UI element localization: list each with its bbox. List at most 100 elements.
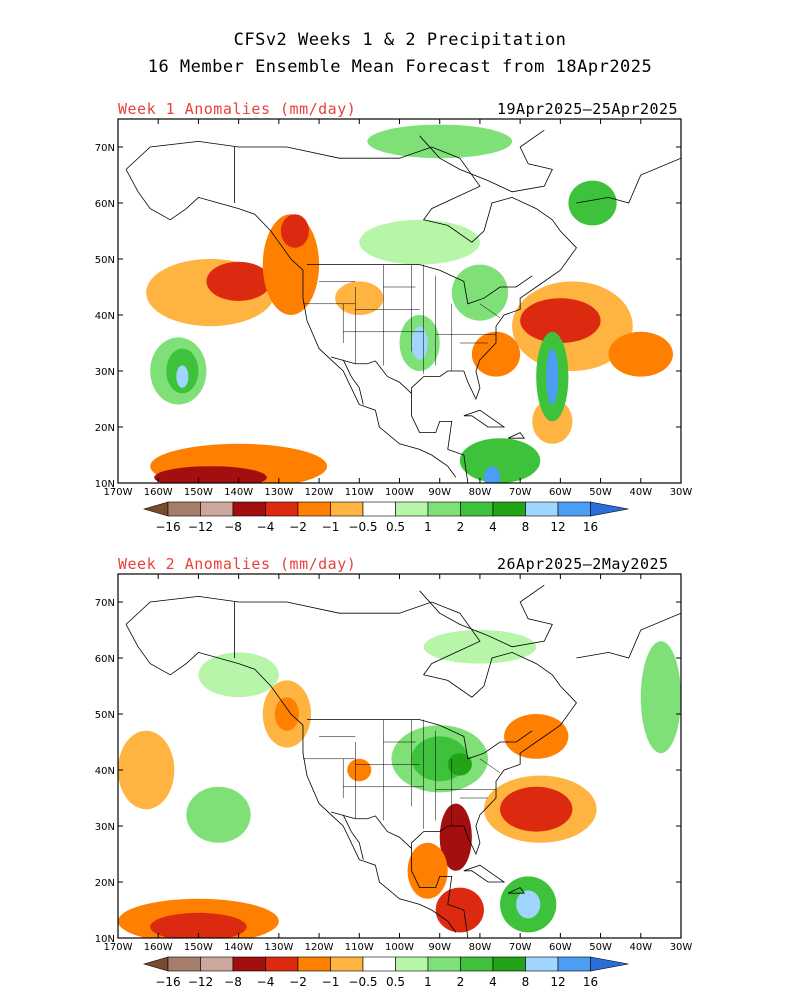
week1-x-tick-label: 100W <box>385 487 414 498</box>
coastline <box>463 864 506 883</box>
colorbar-label: 12 <box>550 975 565 989</box>
week2-x-tick-label: 170W <box>104 942 133 953</box>
coastline <box>342 359 364 405</box>
week1-x-tick-label: 140W <box>224 487 253 498</box>
colorbar-label: −8 <box>224 520 242 534</box>
week1-y-tick-label: 20N <box>95 423 115 434</box>
colorbar-swatch <box>297 501 331 517</box>
colorbar-swatch <box>167 501 201 517</box>
week2-colorbar: −16 −12 −8 −4 −2 −1 −0.5 0.5 1 2 4 8 12 16 <box>142 956 629 989</box>
colorbar-label: −12 <box>188 975 213 989</box>
week1-x-tick-label: 40W <box>629 487 652 498</box>
colorbar-label: 4 <box>489 975 497 989</box>
colorbar-label: −0.5 <box>348 975 377 989</box>
colorbar-label: −16 <box>155 520 180 534</box>
week1-x-tick-label: 130W <box>264 487 293 498</box>
colorbar-label: −4 <box>257 520 275 534</box>
week2-x-tick-label: 110W <box>345 942 374 953</box>
week1-x-tick-label: 80W <box>469 487 492 498</box>
week2-anomaly-region-3 <box>274 697 299 731</box>
week1-anomaly-region-1 <box>206 261 271 301</box>
colorbar-label: 2 <box>457 975 465 989</box>
colorbar-swatch <box>427 501 461 517</box>
colorbar-swatch <box>460 501 494 517</box>
week2-x-tick-label: 100W <box>385 942 414 953</box>
colorbar-label: −0.5 <box>348 520 377 534</box>
colorbar-swatch <box>265 501 299 517</box>
colorbar-swatch <box>525 501 559 517</box>
week2-x-tick-label: 140W <box>224 942 253 953</box>
week2-anomaly-region-11 <box>347 758 372 782</box>
week2-anomaly-region-9 <box>435 887 484 933</box>
colorbar-label: −12 <box>188 520 213 534</box>
week2-anomaly-region-18 <box>516 890 541 919</box>
week1-anomaly-region-22 <box>568 180 617 226</box>
colorbar-label: 1 <box>424 975 432 989</box>
colorbar-label: −1 <box>322 975 340 989</box>
colorbar-label: 0.5 <box>386 520 405 534</box>
week1-anomaly-region-23 <box>359 219 480 265</box>
coastline <box>342 814 364 860</box>
week2-y-tick-label: 40N <box>95 766 115 777</box>
week1-anomaly-region-17 <box>451 264 509 321</box>
week1-anomaly-region-4 <box>335 281 384 316</box>
week1-map-outlines <box>125 119 681 483</box>
week2-anomaly-region-14 <box>447 753 472 776</box>
week1-x-tick-label: 60W <box>549 487 572 498</box>
week1-x-tick-label: 160W <box>144 487 173 498</box>
colorbar-swatch <box>557 501 591 517</box>
coastline <box>307 264 533 305</box>
colorbar-swatch <box>232 501 266 517</box>
colorbar-arrow-left <box>142 956 169 972</box>
week1-x-tick-label: 170W <box>104 487 133 498</box>
colorbar-swatch <box>297 956 331 972</box>
week1-x-tick-label: 50W <box>589 487 612 498</box>
week1-y-tick-label: 70N <box>95 143 115 154</box>
colorbar-label: −8 <box>224 975 242 989</box>
coastline <box>507 887 525 894</box>
week2-x-tick-label: 150W <box>184 942 213 953</box>
week1-x-tick-label: 70W <box>509 487 532 498</box>
week1-anomaly-region-10 <box>608 331 673 377</box>
week2-anomaly-region-10 <box>118 730 175 810</box>
state-border <box>479 303 501 319</box>
week2-x-tick-label: 70W <box>509 942 532 953</box>
colorbar-label: −2 <box>289 520 307 534</box>
coastline <box>125 624 457 933</box>
week1-anomaly-region-3 <box>280 214 310 248</box>
colorbar-swatch <box>232 956 266 972</box>
week2-x-tick-label: 40W <box>629 942 652 953</box>
week2-x-tick-label: 160W <box>144 942 173 953</box>
week1-y-tick-label: 10N <box>95 479 115 490</box>
colorbar-label: 8 <box>522 520 530 534</box>
colorbar-arrow-right <box>590 956 629 972</box>
week1-x-tick-label: 30W <box>670 487 693 498</box>
coastline <box>125 140 577 483</box>
coastline <box>307 719 533 760</box>
colorbar-label: −16 <box>155 975 180 989</box>
colorbar-arrow-left <box>142 501 169 517</box>
week2-anomaly-region-1 <box>150 912 247 938</box>
week2-x-tick-label: 130W <box>264 942 293 953</box>
week2-y-tick-label: 10N <box>95 934 115 945</box>
week2-map-outlines <box>125 574 681 938</box>
week2-anomaly-region-7 <box>439 803 472 871</box>
colorbar-swatch <box>395 501 429 517</box>
colorbar-swatch <box>427 956 461 972</box>
colorbar-label: −2 <box>289 975 307 989</box>
colorbar-arrow-right <box>590 501 629 517</box>
colorbar-label: 16 <box>583 975 598 989</box>
week2-x-tick-label: 30W <box>670 942 693 953</box>
colorbar-swatch <box>395 956 429 972</box>
coastline <box>576 119 681 204</box>
week2-x-tick-label: 120W <box>305 942 334 953</box>
colorbar-swatch <box>362 501 396 517</box>
week2-y-tick-label: 70N <box>95 598 115 609</box>
week1-x-tick-label: 150W <box>184 487 213 498</box>
week1-anomaly-region-6 <box>520 298 601 343</box>
week2-anomaly-region-8 <box>407 842 448 899</box>
coastline <box>419 129 553 193</box>
colorbar-label: 16 <box>583 520 598 534</box>
colorbar-label: 0.5 <box>386 975 405 989</box>
